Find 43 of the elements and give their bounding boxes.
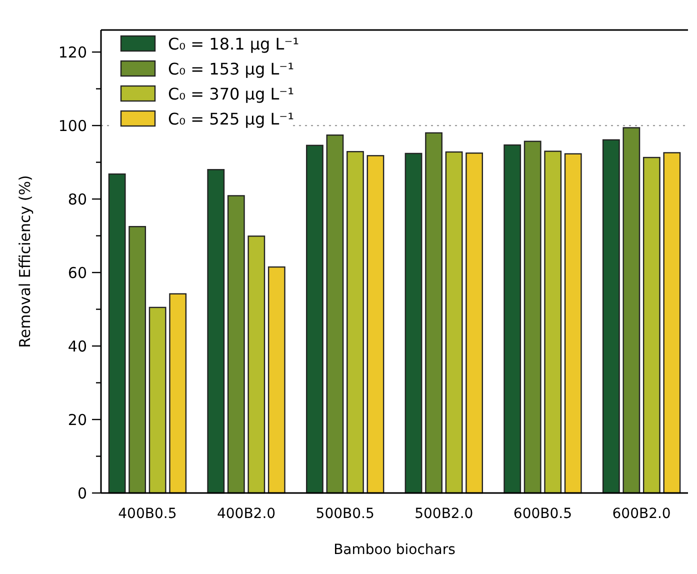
bar bbox=[504, 144, 522, 494]
bar bbox=[306, 144, 324, 494]
bar bbox=[524, 140, 542, 494]
x-tick-label: 500B0.5 bbox=[316, 506, 374, 522]
x-axis-title: Bamboo biochars bbox=[334, 542, 456, 558]
x-tick-label: 600B2.0 bbox=[612, 506, 671, 522]
bar bbox=[108, 173, 126, 494]
bar bbox=[248, 236, 266, 494]
bar bbox=[602, 139, 620, 494]
y-tick-label: 40 bbox=[68, 337, 87, 356]
bar bbox=[268, 266, 286, 494]
bar bbox=[466, 152, 483, 494]
bar bbox=[346, 151, 364, 494]
bar bbox=[404, 152, 422, 494]
bar bbox=[622, 127, 640, 494]
y-axis-title: Removal Efficiency (%) bbox=[16, 175, 34, 348]
bar bbox=[564, 153, 582, 494]
bar bbox=[227, 195, 245, 494]
x-tick-label: 400B0.5 bbox=[118, 506, 177, 522]
bar bbox=[207, 169, 225, 494]
legend-label: C₀ = 18.1 μg L⁻¹ bbox=[168, 34, 300, 54]
y-tick-label: 0 bbox=[77, 484, 87, 502]
bar bbox=[326, 134, 344, 494]
y-tick-label: 80 bbox=[68, 190, 87, 208]
x-tick-label: 600B0.5 bbox=[513, 506, 572, 522]
bar bbox=[425, 132, 442, 494]
y-tick-label: 100 bbox=[58, 116, 87, 135]
legend-label: C₀ = 153 μg L⁻¹ bbox=[168, 60, 294, 79]
y-tick-label: 60 bbox=[68, 264, 87, 282]
legend-label: C₀ = 525 μg L⁻¹ bbox=[168, 110, 294, 129]
bar bbox=[445, 151, 463, 494]
y-tick-label: 20 bbox=[68, 410, 87, 429]
bar bbox=[148, 306, 166, 494]
x-tick-label: 400B2.0 bbox=[216, 506, 276, 522]
bar bbox=[544, 150, 562, 494]
bar bbox=[663, 152, 681, 494]
bar bbox=[642, 156, 660, 494]
legend-label: C₀ = 370 μg L⁻¹ bbox=[168, 84, 294, 104]
bar bbox=[366, 155, 384, 494]
bar bbox=[169, 293, 187, 494]
y-tick-label: 120 bbox=[58, 43, 87, 62]
x-tick-label: 500B2.0 bbox=[414, 506, 474, 522]
bar bbox=[128, 226, 146, 494]
